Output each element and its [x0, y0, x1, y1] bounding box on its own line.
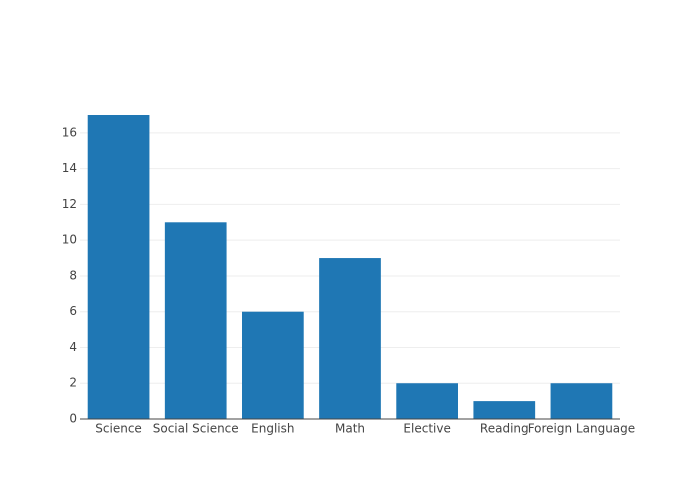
y-tick-label: 12 — [62, 197, 77, 211]
bar — [164, 222, 227, 419]
y-tick-label: 6 — [69, 304, 77, 318]
bar — [473, 401, 536, 419]
bar — [319, 258, 381, 419]
y-tick-label: 14 — [62, 161, 77, 175]
x-tick-label: Reading — [480, 422, 529, 436]
x-tick-label: English — [251, 422, 294, 436]
x-tick-label: Elective — [403, 422, 450, 436]
bar — [396, 383, 458, 419]
bar — [87, 115, 150, 419]
y-tick-label: 2 — [69, 376, 77, 390]
y-tick-label: 0 — [69, 412, 77, 426]
x-tick-label: Social Science — [153, 422, 239, 436]
bar — [550, 383, 613, 419]
y-tick-label: 8 — [69, 268, 77, 282]
x-tick-label: Foreign Language — [528, 422, 635, 436]
y-tick-label: 16 — [62, 125, 77, 139]
x-tick-label: Math — [335, 422, 365, 436]
y-tick-label: 4 — [69, 340, 77, 354]
x-tick-label: Science — [95, 422, 142, 436]
y-tick-label: 10 — [62, 233, 77, 247]
bar — [242, 311, 304, 419]
